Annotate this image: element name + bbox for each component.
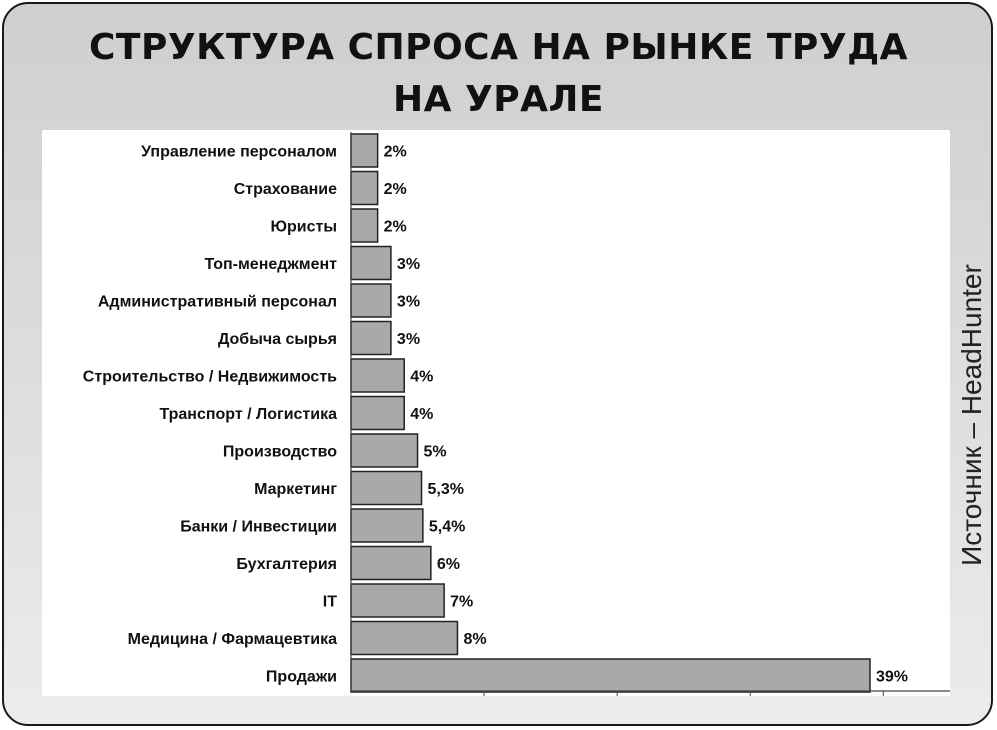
bar — [350, 395, 405, 431]
category-label: Транспорт / Логистика — [159, 406, 337, 423]
category-label: Маркетинг — [254, 481, 337, 498]
category-label: Топ-менеджмент — [204, 256, 337, 273]
category-label: Страхование — [234, 181, 337, 198]
bar — [350, 208, 379, 243]
bar — [350, 470, 423, 506]
value-label: 3% — [397, 294, 420, 311]
value-label: 4% — [410, 369, 433, 386]
value-label: 8% — [463, 631, 486, 648]
value-label: 4% — [410, 406, 433, 423]
value-label: 5,4% — [429, 519, 465, 536]
category-label: Строительство / Недвижимость — [83, 369, 337, 386]
bar — [350, 133, 379, 168]
value-label: 2% — [384, 144, 407, 161]
value-label: 39% — [876, 669, 908, 686]
value-label: 2% — [384, 219, 407, 236]
value-label: 2% — [384, 181, 407, 198]
source-note: Источник – HeadHunter — [956, 264, 987, 566]
chart-title-line-1: СТРУКТУРА СПРОСА НА РЫНКЕ ТРУДА — [89, 27, 908, 68]
category-label: Бухгалтерия — [236, 556, 337, 573]
category-label: Медицина / Фармацевтика — [128, 631, 337, 648]
value-label: 7% — [450, 594, 473, 611]
bar — [350, 658, 871, 693]
bar — [350, 245, 392, 281]
bar — [350, 283, 392, 318]
chart-title: СТРУКТУРА СПРОСА НА РЫНКЕ ТРУДА НА УРАЛЕ — [0, 22, 997, 126]
category-label: Административный персонал — [98, 294, 337, 311]
category-label: IT — [323, 594, 337, 611]
value-label: 3% — [397, 256, 420, 273]
value-label: 5,3% — [428, 481, 464, 498]
bar — [350, 508, 424, 543]
bar — [350, 320, 392, 356]
bar — [350, 170, 379, 206]
bar — [350, 583, 445, 618]
category-label: Банки / Инвестиции — [180, 519, 337, 536]
category-label: Юристы — [270, 219, 337, 236]
chart-title-line-2: НА УРАЛЕ — [392, 79, 605, 120]
plot-area — [42, 130, 950, 696]
bar — [350, 433, 419, 468]
bar — [350, 545, 432, 581]
value-label: 3% — [397, 331, 420, 348]
bar — [350, 358, 405, 393]
category-label: Добыча сырья — [218, 331, 337, 348]
category-label: Управление персоналом — [141, 144, 337, 161]
category-label: Производство — [223, 444, 337, 461]
bar — [350, 620, 459, 656]
category-label: Продажи — [266, 669, 337, 686]
value-label: 5% — [424, 444, 447, 461]
value-label: 6% — [437, 556, 460, 573]
